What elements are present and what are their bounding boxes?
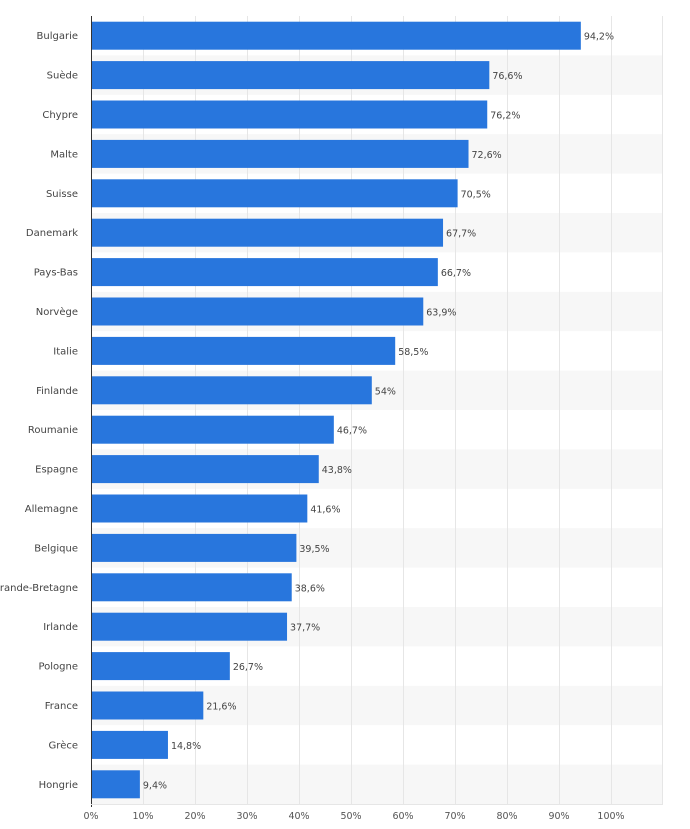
bar-finlande [91, 376, 372, 405]
bar-malte [91, 139, 469, 168]
x-tick-label: 20% [184, 811, 205, 822]
category-label: Espagne [35, 465, 78, 476]
value-label: 14,8% [171, 741, 201, 752]
category-label: Suède [47, 70, 78, 82]
category-label: Bulgarie [37, 31, 79, 42]
x-tick-label: 70% [444, 811, 465, 822]
value-label: 94,2% [584, 32, 614, 43]
category-label: Danemark [26, 228, 78, 239]
bar-su-de [91, 61, 490, 90]
row-band [91, 764, 663, 804]
value-label: 70,5% [461, 189, 491, 200]
value-label: 63,9% [426, 308, 456, 319]
x-tick-label: 100% [597, 811, 624, 822]
bar-allemagne [91, 494, 308, 523]
bar-france [91, 691, 204, 720]
x-tick-label: 30% [236, 811, 257, 822]
x-tick-label: 10% [132, 811, 153, 822]
value-label: 38,6% [295, 583, 325, 594]
bar-grande-bretagne [91, 573, 292, 602]
bar-suisse [91, 179, 458, 208]
bar-gr-ce [91, 730, 168, 759]
category-label: Roumanie [28, 425, 78, 436]
value-label: 76,2% [490, 111, 520, 122]
value-labels: 94,2% 76,6% 76,2% 72,6% 70,5% 67,7% 66,7% 63,9%… [143, 32, 614, 792]
x-tick-label: 40% [288, 811, 309, 822]
bar-norv-ge [91, 297, 424, 326]
bar-belgique [91, 533, 297, 562]
value-label: 9,4% [143, 780, 167, 791]
bar-bulgarie [91, 21, 581, 50]
axes [91, 16, 663, 807]
value-label: 39,5% [299, 544, 329, 555]
category-label: Pologne [38, 662, 78, 673]
value-label: 26,7% [233, 662, 263, 673]
value-label: 43,8% [322, 465, 352, 476]
value-label: 72,6% [472, 150, 502, 161]
value-label: 58,5% [398, 347, 428, 358]
value-label: 76,6% [492, 71, 522, 82]
bar-chypre [91, 100, 488, 129]
bar-italie [91, 336, 396, 365]
bar-hongrie [91, 770, 140, 799]
category-label: Grèce [49, 739, 78, 751]
value-label: 21,6% [206, 702, 236, 713]
x-tick-label: 50% [340, 811, 361, 822]
category-label: Belgique [34, 543, 78, 554]
category-label: Grande-Bretagne [0, 583, 78, 594]
value-label: 41,6% [310, 505, 340, 516]
x-tick-label: 60% [392, 811, 413, 822]
x-tick-label: 90% [548, 811, 569, 822]
category-label: Norvège [36, 306, 78, 318]
bar-espagne [91, 455, 319, 484]
value-label: 37,7% [290, 623, 320, 634]
bars [91, 21, 581, 799]
category-label: Irlande [43, 622, 78, 633]
category-label: Malte [50, 149, 78, 160]
bar-irlande [91, 612, 288, 641]
value-label: 46,7% [337, 426, 367, 437]
category-label: Chypre [42, 110, 78, 121]
value-label: 67,7% [446, 229, 476, 240]
x-tick-labels: 0% 10% 20% 30% 40% 50% 60% 70% 80% 90% 100% [83, 811, 624, 822]
x-tick-label: 0% [83, 811, 98, 822]
x-tick-label: 80% [496, 811, 517, 822]
category-label: Pays-Bas [34, 268, 78, 279]
category-label: Suisse [46, 189, 78, 200]
bar-danemark [91, 218, 444, 247]
bar-pologne [91, 652, 230, 681]
category-label: Finlande [36, 386, 78, 397]
bar-roumanie [91, 415, 334, 444]
category-labels: Bulgarie Suède Chypre Malte Suisse Danemark Pa… [0, 31, 78, 791]
value-label: 66,7% [441, 268, 471, 279]
category-label: Italie [53, 346, 78, 357]
bar-pays-bas [91, 258, 438, 287]
category-label: France [45, 701, 78, 712]
category-label: Hongrie [39, 780, 78, 791]
category-label: Allemagne [25, 504, 78, 515]
value-label: 54% [375, 386, 396, 397]
